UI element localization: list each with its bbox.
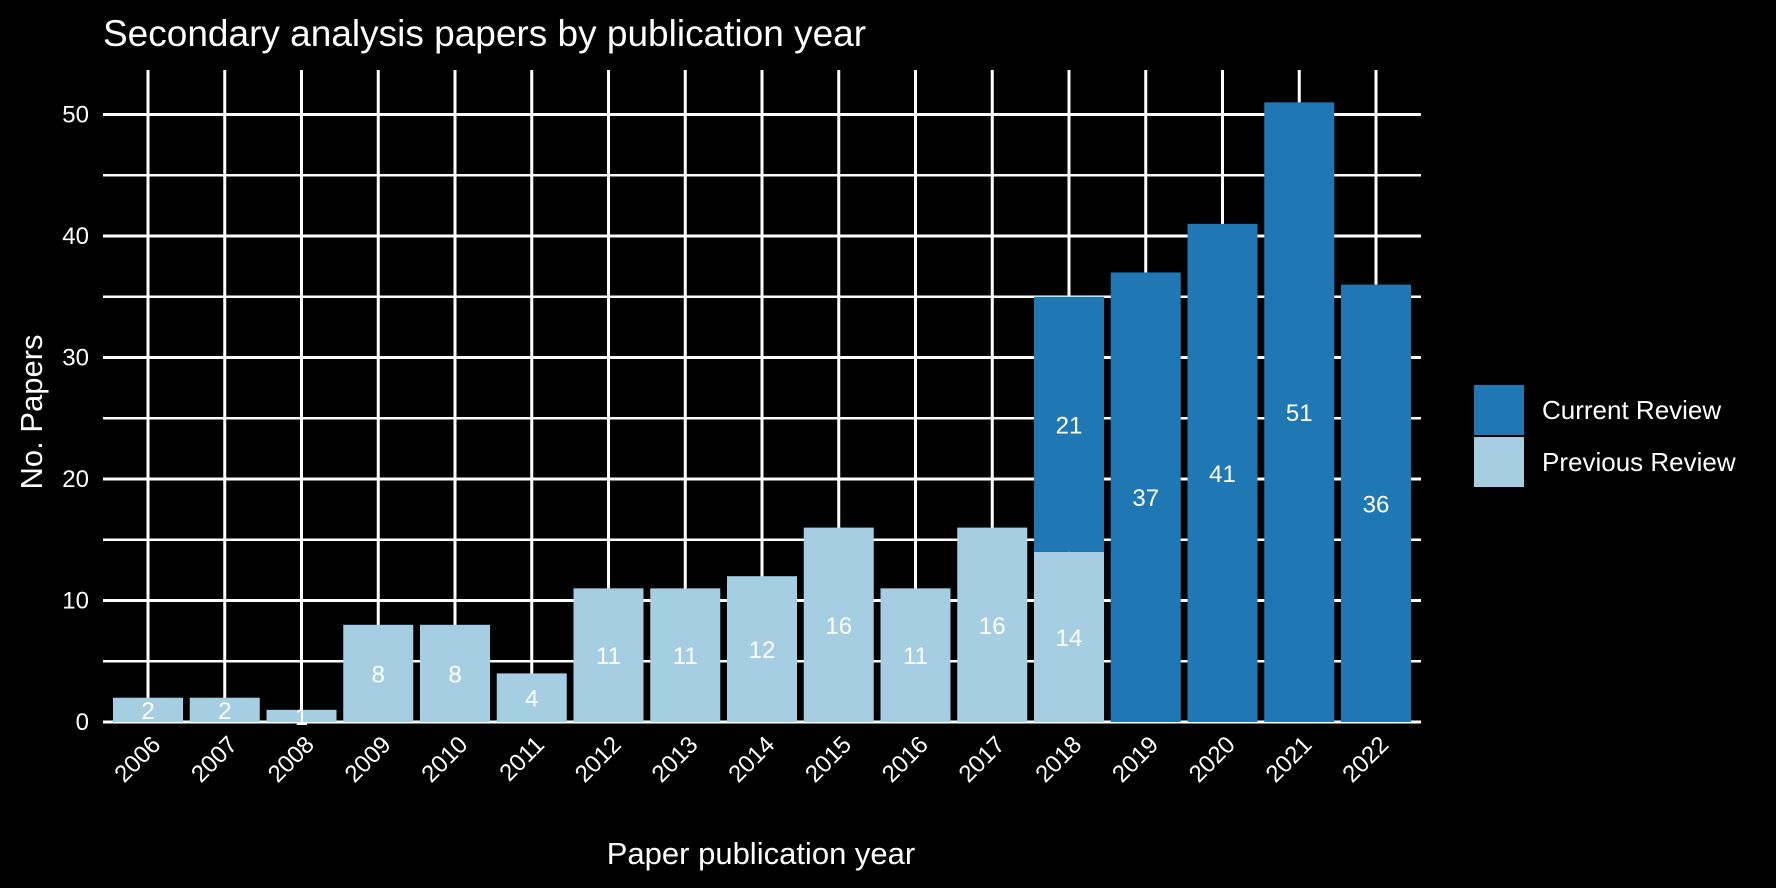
x-tick-label: 2006 (109, 731, 166, 788)
y-axis-ticks: 0 10 20 30 40 50 (62, 102, 89, 737)
x-tick-label: 2020 (1184, 731, 1241, 788)
x-tick-label: 2008 (263, 731, 320, 788)
bar-data-label: 16 (979, 613, 1006, 640)
x-tick-label: 2015 (800, 731, 857, 788)
bar-current-review (1341, 284, 1411, 722)
x-tick-label: 2014 (723, 731, 780, 788)
bar-previous-review (957, 527, 1028, 722)
x-tick-label: 2017 (954, 731, 1011, 788)
bar-data-label: 36 (1363, 491, 1390, 518)
bar-data-label: 2 (218, 698, 231, 725)
bar-previous-review (113, 697, 183, 722)
x-axis-ticks: 2006 2007 2008 2009 2010 2011 2012 2013 2014 2015… (109, 731, 1394, 788)
y-axis-title: No. Papers (14, 334, 49, 489)
bar-previous-review (496, 673, 567, 722)
legend-label: Previous Review (1542, 447, 1736, 477)
bar-data-label: 8 (448, 661, 461, 688)
x-tick-label: 2016 (877, 731, 934, 788)
bar-data-label: 2 (141, 698, 154, 725)
bar-previous-review (343, 624, 414, 722)
chart-title: Secondary analysis papers by publication… (103, 13, 866, 54)
bar-current-review (1034, 296, 1104, 552)
x-tick-label: 2013 (647, 731, 704, 788)
bars (113, 102, 1411, 723)
legend-swatch (1474, 385, 1524, 435)
x-tick-label: 2010 (416, 731, 473, 788)
bar-previous-review (650, 588, 721, 722)
bar-data-label: 11 (673, 643, 698, 670)
x-axis-title: Paper publication year (607, 836, 915, 871)
bar-data-label: 4 (525, 686, 538, 713)
bar-current-review (1187, 223, 1258, 722)
bar-previous-review (266, 709, 337, 722)
bar-data-label: 21 (1056, 412, 1083, 439)
bar-previous-review (420, 624, 490, 722)
y-tick-label: 10 (62, 588, 89, 615)
x-tick-label: 2021 (1261, 731, 1318, 788)
bar-previous-review (189, 697, 260, 722)
bar-data-label: 16 (825, 613, 852, 640)
legend-label: Current Review (1542, 395, 1721, 425)
x-tick-label: 2019 (1107, 731, 1164, 788)
y-tick-label: 30 (62, 345, 89, 372)
legend-swatch (1474, 437, 1524, 487)
y-tick-label: 0 (76, 709, 89, 736)
bar-data-label: 41 (1209, 461, 1236, 488)
bar-data-label: 11 (596, 643, 621, 670)
bar-previous-review (880, 588, 951, 722)
y-tick-label: 50 (62, 102, 89, 129)
x-tick-label: 2009 (340, 731, 397, 788)
bar-current-review (1110, 272, 1181, 722)
bar-current-review (1264, 102, 1335, 723)
y-tick-label: 20 (62, 466, 89, 493)
bar-previous-review (727, 576, 797, 722)
y-tick-label: 40 (62, 223, 89, 250)
x-tick-label: 2007 (186, 731, 243, 788)
bar-data-label: 37 (1132, 485, 1159, 512)
bar-data-label: 12 (749, 637, 776, 664)
x-tick-label: 2022 (1337, 731, 1394, 788)
bar-data-label: 14 (1056, 625, 1083, 652)
bar-previous-review (803, 527, 874, 722)
legend: Current Review Previous Review (1474, 385, 1736, 487)
x-tick-label: 2011 (494, 731, 550, 787)
x-tick-label: 2012 (570, 731, 627, 788)
bar-data-label: 1 (295, 704, 308, 731)
bar-previous-review (573, 588, 644, 722)
x-tick-label: 2018 (1030, 731, 1087, 788)
bar-data-label: 11 (903, 643, 928, 670)
bar-previous-review (1034, 551, 1104, 722)
bar-data-label: 51 (1286, 400, 1313, 427)
bar-data-label: 8 (372, 661, 385, 688)
